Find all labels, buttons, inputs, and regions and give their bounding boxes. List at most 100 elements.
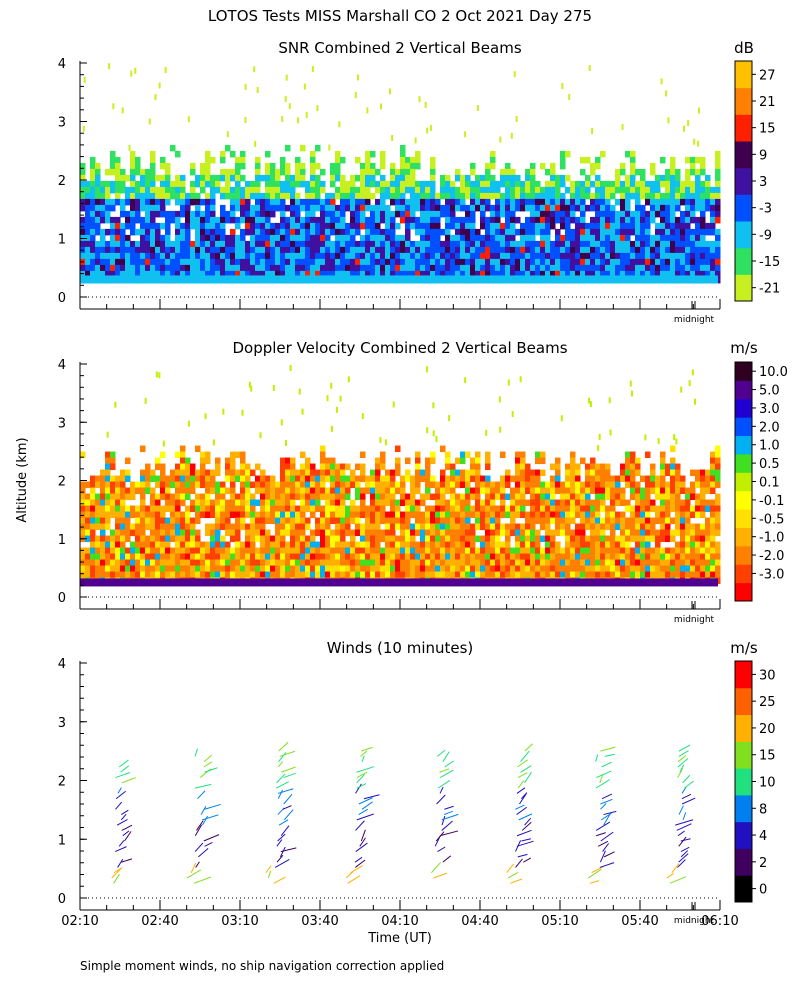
- heatmap-cell: [360, 204, 366, 212]
- heatmap-cell: [485, 240, 491, 248]
- heatmap-cell: [625, 565, 631, 573]
- heatmap-cell: [715, 529, 721, 537]
- heatmap-cell: [175, 234, 181, 242]
- heatmap-cell: [305, 222, 311, 230]
- heatmap-cell: [350, 204, 356, 212]
- heatmap-cell: [395, 457, 401, 465]
- heatmap-cell: [575, 198, 581, 206]
- winds-plot-area: [111, 741, 696, 884]
- heatmap-cell: [170, 553, 176, 561]
- heatmap-cell: [305, 463, 311, 471]
- heatmap-cell: [555, 246, 561, 254]
- heatmap-cell: [355, 252, 361, 260]
- colorbar-label: -3: [759, 202, 772, 217]
- heatmap-cell: [280, 481, 286, 489]
- heatmap-cell: [300, 535, 306, 543]
- heatmap-cell: [410, 246, 416, 254]
- heatmap-cell: [480, 499, 486, 507]
- heatmap-cell: [625, 517, 631, 525]
- heatmap-cell: [670, 505, 676, 513]
- heatmap-cell: [335, 204, 341, 212]
- heatmap-cell: [140, 168, 146, 176]
- heatmap-cell: [225, 180, 231, 188]
- heatmap-cell: [670, 463, 676, 471]
- heatmap-cell: [500, 204, 506, 212]
- heatmap-cell: [320, 559, 326, 567]
- heatmap-cell: [545, 192, 551, 200]
- wind-barb: [111, 868, 122, 879]
- y-tick-label: 2: [58, 174, 66, 189]
- heatmap-cell: [180, 529, 186, 537]
- heatmap-cell: [210, 222, 216, 230]
- heatmap-cell: [335, 487, 341, 495]
- heatmap-cell: [155, 553, 161, 561]
- heatmap-cell: [400, 210, 406, 218]
- heatmap-cell: [185, 535, 191, 543]
- heatmap-cell: [695, 264, 701, 272]
- heatmap-cell: [460, 493, 466, 501]
- heatmap-cell: [440, 252, 446, 260]
- heatmap-cell: [575, 228, 581, 236]
- heatmap-cell: [240, 559, 246, 567]
- heatmap-cell: [625, 523, 631, 531]
- heatmap-cell: [670, 180, 676, 188]
- heatmap-cell: [140, 475, 146, 483]
- heatmap-cell: [505, 553, 511, 561]
- heatmap-cell: [695, 216, 701, 224]
- heatmap-cell: [380, 553, 386, 561]
- heatmap-cell: [220, 270, 226, 278]
- heatmap-cell: [85, 264, 91, 272]
- heatmap-cell: [715, 264, 721, 272]
- heatmap-cell: [250, 258, 256, 266]
- heatmap-cell: [495, 246, 501, 254]
- heatmap-cell: [405, 270, 411, 278]
- heatmap-cell: [320, 252, 326, 260]
- heatmap-cell: [165, 505, 171, 513]
- heatmap-cell: [425, 565, 431, 573]
- heatmap-cell: [705, 192, 711, 200]
- heatmap-cell: [295, 475, 301, 483]
- heatmap-cell: [145, 559, 151, 567]
- heatmap-cell: [285, 499, 291, 507]
- heatmap-cell: [645, 541, 651, 549]
- heatmap-cell: [450, 222, 456, 230]
- heatmap-cell: [150, 499, 156, 507]
- heatmap-cell: [595, 162, 601, 170]
- heatmap-cell: [205, 553, 211, 561]
- heatmap-cell: [400, 535, 406, 543]
- heatmap-cell: [415, 529, 421, 537]
- heatmap-cell: [665, 463, 671, 471]
- heatmap-cell: [565, 475, 571, 483]
- heatmap-cell: [330, 180, 336, 188]
- heatmap-cell: [400, 252, 406, 260]
- heatmap-cell: [300, 180, 306, 188]
- heatmap-cell: [190, 162, 196, 170]
- heatmap-cell: [160, 246, 166, 254]
- heatmap-cell: [265, 559, 271, 567]
- heatmap-cell: [350, 475, 356, 483]
- heatmap-cell: [565, 150, 571, 158]
- heatmap-cell: [535, 487, 541, 495]
- heatmap-cell: [300, 553, 306, 561]
- heatmap-cell: [625, 252, 631, 260]
- heatmap-cell: [585, 234, 591, 242]
- heatmap-cell: [575, 222, 581, 230]
- heatmap-cell: [165, 198, 171, 206]
- heatmap-cell: [330, 547, 336, 555]
- heatmap-cell: [640, 499, 646, 507]
- heatmap-cell: [535, 541, 541, 549]
- heatmap-cell: [175, 186, 181, 194]
- heatmap-cell: [115, 192, 121, 200]
- heatmap-cell: [285, 174, 291, 182]
- heatmap-cell: [340, 228, 346, 236]
- heatmap-cell: [700, 234, 706, 242]
- heatmap-cell: [660, 493, 666, 501]
- heatmap-cell: [355, 246, 361, 254]
- heatmap-cell: [450, 571, 456, 579]
- heatmap-cell: [115, 499, 121, 507]
- heatmap-cell: [205, 168, 211, 176]
- heatmap-cell: [635, 252, 641, 260]
- heatmap-cell: [325, 246, 331, 254]
- heatmap-cell: [565, 505, 571, 513]
- heatmap-cell: [630, 258, 636, 266]
